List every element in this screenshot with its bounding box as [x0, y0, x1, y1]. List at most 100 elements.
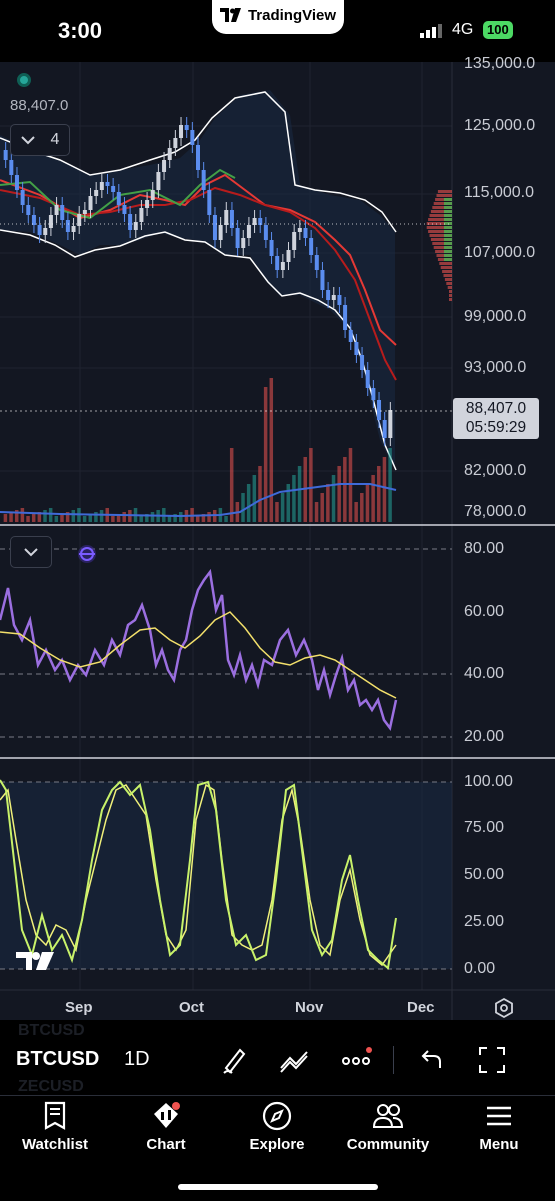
candle[interactable]: [382, 420, 387, 438]
volume-bar: [26, 516, 30, 522]
candle[interactable]: [82, 210, 87, 214]
market-status-dot[interactable]: [17, 73, 31, 87]
candle[interactable]: [139, 208, 144, 222]
candle[interactable]: [263, 225, 268, 240]
candle[interactable]: [162, 160, 167, 172]
candles[interactable]: [3, 117, 393, 446]
fullscreen-icon[interactable]: [476, 1044, 508, 1076]
candle[interactable]: [348, 330, 353, 342]
candle[interactable]: [207, 190, 212, 215]
undo-icon[interactable]: [414, 1044, 446, 1076]
candle[interactable]: [388, 410, 393, 438]
rsi-pane[interactable]: [0, 548, 452, 738]
candle[interactable]: [320, 270, 325, 290]
candle[interactable]: [258, 218, 263, 225]
candle[interactable]: [343, 305, 348, 330]
candle[interactable]: [196, 145, 200, 170]
indicator-collapse-button[interactable]: 4: [10, 124, 70, 156]
candle[interactable]: [88, 196, 93, 210]
candle[interactable]: [377, 400, 382, 420]
volume-bar: [229, 448, 234, 522]
stochastic-pane[interactable]: [0, 779, 452, 970]
candle[interactable]: [190, 130, 195, 145]
candle[interactable]: [122, 205, 127, 214]
candle[interactable]: [292, 232, 297, 250]
candle[interactable]: [297, 228, 302, 232]
rsi-collapse-button[interactable]: [10, 536, 52, 568]
candle[interactable]: [105, 182, 110, 186]
battery-icon: 100: [483, 21, 513, 39]
candle[interactable]: [309, 238, 314, 255]
candle[interactable]: [145, 200, 150, 208]
candle[interactable]: [116, 192, 121, 205]
candle[interactable]: [286, 250, 291, 262]
nav-explore[interactable]: Explore: [222, 1100, 332, 1160]
candle[interactable]: [71, 226, 76, 232]
candle[interactable]: [77, 214, 82, 226]
candle[interactable]: [184, 125, 189, 130]
nav-community[interactable]: Community: [333, 1100, 443, 1160]
candle[interactable]: [173, 138, 178, 148]
symbol-scroll-previous[interactable]: BTCUSD: [18, 1022, 85, 1039]
candle[interactable]: [354, 342, 359, 355]
candle[interactable]: [14, 175, 19, 190]
candle[interactable]: [179, 125, 184, 138]
candle[interactable]: [246, 225, 251, 238]
interval-selector[interactable]: 1D: [124, 1048, 150, 1070]
line-tools-icon[interactable]: [278, 1044, 310, 1076]
nav-chart[interactable]: Chart: [111, 1100, 221, 1160]
candle[interactable]: [37, 225, 42, 235]
candle[interactable]: [3, 150, 8, 160]
candle[interactable]: [275, 256, 280, 270]
candle[interactable]: [331, 295, 336, 300]
candle[interactable]: [337, 295, 342, 305]
candle[interactable]: [20, 190, 25, 205]
volume-bar: [37, 512, 42, 522]
candle[interactable]: [326, 290, 331, 300]
candle[interactable]: [133, 222, 138, 230]
candle[interactable]: [224, 210, 229, 225]
candle[interactable]: [43, 228, 48, 235]
candle[interactable]: [128, 214, 133, 230]
candle[interactable]: [360, 355, 365, 370]
candle[interactable]: [371, 388, 376, 400]
volume-bar: [173, 514, 177, 522]
candle[interactable]: [31, 215, 36, 225]
candle[interactable]: [314, 255, 319, 270]
symbol-scroll-next[interactable]: ZECUSD: [18, 1078, 84, 1095]
candle[interactable]: [9, 160, 14, 175]
candle[interactable]: [111, 186, 116, 192]
nav-menu[interactable]: Menu: [444, 1100, 554, 1160]
drawing-pen-icon[interactable]: [218, 1044, 250, 1076]
chart-settings-icon[interactable]: [495, 997, 513, 1019]
candle[interactable]: [303, 228, 308, 238]
candle[interactable]: [218, 225, 223, 240]
candle[interactable]: [26, 205, 31, 215]
nav-watchlist[interactable]: Watchlist: [0, 1100, 110, 1160]
candle[interactable]: [167, 148, 172, 160]
price-pane[interactable]: [0, 62, 453, 1020]
candle[interactable]: [252, 218, 257, 225]
chart-canvas[interactable]: [0, 62, 555, 1020]
candle[interactable]: [280, 262, 285, 270]
symbol-selector[interactable]: BTCUSD: [16, 1048, 100, 1070]
candle[interactable]: [235, 228, 240, 248]
candle[interactable]: [212, 215, 217, 240]
candle[interactable]: [150, 190, 155, 200]
home-indicator[interactable]: [178, 1184, 378, 1190]
candle[interactable]: [65, 220, 70, 232]
candle[interactable]: [365, 370, 370, 388]
volume-bar: [48, 508, 53, 522]
candle[interactable]: [54, 205, 59, 215]
candle[interactable]: [99, 182, 104, 190]
candle[interactable]: [201, 170, 206, 190]
candle[interactable]: [269, 240, 274, 256]
candle[interactable]: [229, 210, 234, 228]
candle[interactable]: [60, 205, 65, 220]
more-options-icon[interactable]: [340, 1044, 372, 1076]
volume-bar: [3, 514, 8, 522]
candle[interactable]: [241, 238, 246, 248]
candle[interactable]: [94, 190, 99, 196]
candle[interactable]: [156, 172, 161, 190]
candle[interactable]: [48, 215, 53, 228]
